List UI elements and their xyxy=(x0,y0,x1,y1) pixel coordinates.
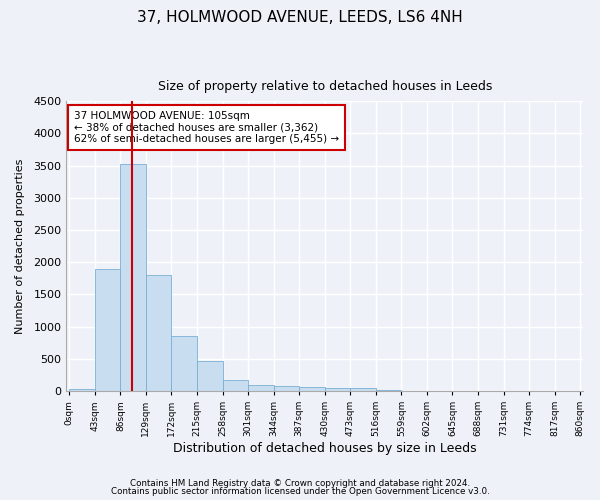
Text: 37, HOLMWOOD AVENUE, LEEDS, LS6 4NH: 37, HOLMWOOD AVENUE, LEEDS, LS6 4NH xyxy=(137,10,463,25)
Bar xyxy=(350,388,376,391)
Y-axis label: Number of detached properties: Number of detached properties xyxy=(15,158,25,334)
Bar xyxy=(146,275,172,391)
Bar xyxy=(95,268,121,391)
Bar xyxy=(69,389,95,391)
Title: Size of property relative to detached houses in Leeds: Size of property relative to detached ho… xyxy=(158,80,492,93)
Bar xyxy=(172,336,197,391)
Bar xyxy=(376,390,401,391)
Bar xyxy=(121,164,146,391)
Bar xyxy=(274,386,299,391)
Bar xyxy=(248,384,274,391)
Text: 37 HOLMWOOD AVENUE: 105sqm
← 38% of detached houses are smaller (3,362)
62% of s: 37 HOLMWOOD AVENUE: 105sqm ← 38% of deta… xyxy=(74,111,339,144)
Bar xyxy=(325,388,350,391)
X-axis label: Distribution of detached houses by size in Leeds: Distribution of detached houses by size … xyxy=(173,442,476,455)
Bar xyxy=(401,390,427,391)
Text: Contains HM Land Registry data © Crown copyright and database right 2024.: Contains HM Land Registry data © Crown c… xyxy=(130,478,470,488)
Text: Contains public sector information licensed under the Open Government Licence v3: Contains public sector information licen… xyxy=(110,487,490,496)
Bar xyxy=(223,380,248,391)
Bar xyxy=(197,362,223,391)
Bar xyxy=(299,386,325,391)
